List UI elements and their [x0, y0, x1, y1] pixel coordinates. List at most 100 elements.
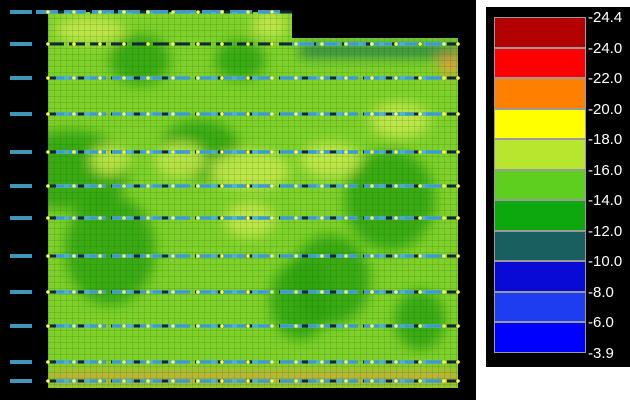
column-node	[418, 324, 422, 328]
element-tag	[84, 290, 106, 294]
column-node	[122, 184, 126, 188]
column-node	[270, 10, 274, 14]
column-node	[196, 112, 200, 116]
column-node	[146, 254, 150, 258]
element-tag	[292, 42, 314, 46]
column-node	[246, 216, 250, 220]
column-node	[46, 184, 50, 188]
column-node	[442, 290, 446, 294]
element-tag	[224, 150, 246, 154]
element-tag	[252, 324, 274, 328]
element-tag	[280, 150, 302, 154]
element-tag	[10, 254, 32, 258]
column-node	[46, 216, 50, 220]
legend-label: -12.0	[588, 222, 623, 240]
element-tag	[308, 290, 330, 294]
column-node	[294, 76, 298, 80]
element-tag	[196, 150, 218, 154]
column-node	[370, 324, 374, 328]
column-node	[456, 184, 460, 188]
column-node	[320, 254, 324, 258]
column-node	[294, 360, 298, 364]
column-node	[72, 360, 76, 364]
element-tag	[84, 184, 106, 188]
element-tag	[224, 112, 246, 116]
column-node	[456, 76, 460, 80]
column-node	[442, 379, 446, 383]
column-node	[72, 184, 76, 188]
column-node	[442, 216, 446, 220]
column-node	[146, 216, 150, 220]
element-tag	[252, 112, 274, 116]
column-node	[394, 150, 398, 154]
element-tag	[258, 10, 280, 14]
element-tag	[168, 360, 190, 364]
element-tag	[10, 216, 32, 220]
element-tag	[84, 254, 106, 258]
column-node	[46, 360, 50, 364]
element-tag	[344, 42, 366, 46]
column-node	[394, 112, 398, 116]
column-node	[98, 76, 102, 80]
column-node	[220, 42, 224, 46]
element-tag	[392, 379, 414, 383]
column-node	[344, 112, 348, 116]
column-node	[294, 290, 298, 294]
column-node	[442, 184, 446, 188]
element-tag	[196, 76, 218, 80]
element-tag	[10, 324, 32, 328]
column-node	[270, 42, 274, 46]
column-node	[320, 150, 324, 154]
column-node	[220, 360, 224, 364]
column-node	[456, 360, 460, 364]
column-node	[344, 379, 348, 383]
column-node	[72, 290, 76, 294]
element-tag	[140, 360, 162, 364]
element-tag	[364, 379, 386, 383]
legend-label: -22.0	[588, 70, 623, 87]
element-tag	[280, 379, 302, 383]
column-node	[456, 150, 460, 154]
element-tag	[224, 290, 246, 294]
column-node	[442, 254, 446, 258]
column-node	[394, 42, 398, 46]
legend-label: -16.0	[588, 161, 623, 179]
column-node	[146, 10, 150, 14]
column-node	[171, 290, 175, 294]
column-node	[418, 290, 422, 294]
column-node	[122, 112, 126, 116]
column-node	[394, 360, 398, 364]
legend-swatch	[494, 169, 586, 200]
element-tag	[196, 184, 218, 188]
element-tag	[84, 76, 106, 80]
column-node	[72, 10, 76, 14]
column-node	[394, 379, 398, 383]
column-node	[72, 42, 76, 46]
element-tag	[252, 254, 274, 258]
element-tag	[280, 184, 302, 188]
element-tag	[308, 216, 330, 220]
element-tag	[280, 216, 302, 220]
column-node	[442, 76, 446, 80]
element-tag	[424, 42, 446, 46]
column-node	[98, 112, 102, 116]
element-tag	[420, 379, 442, 383]
column-node	[294, 42, 298, 46]
element-tag	[308, 254, 330, 258]
column-node	[246, 360, 250, 364]
element-tag	[280, 76, 302, 80]
legend-label: -14.0	[588, 192, 623, 209]
element-tag	[252, 290, 274, 294]
column-node	[370, 290, 374, 294]
column-node	[196, 290, 200, 294]
column-node	[294, 112, 298, 116]
column-node	[122, 324, 126, 328]
legend-label: -24.4	[588, 9, 623, 26]
element-tag	[318, 42, 340, 46]
element-tag	[56, 184, 78, 188]
element-tag	[364, 360, 386, 364]
element-tag	[308, 379, 330, 383]
element-tag	[364, 184, 386, 188]
column-node	[72, 324, 76, 328]
column-node	[98, 379, 102, 383]
